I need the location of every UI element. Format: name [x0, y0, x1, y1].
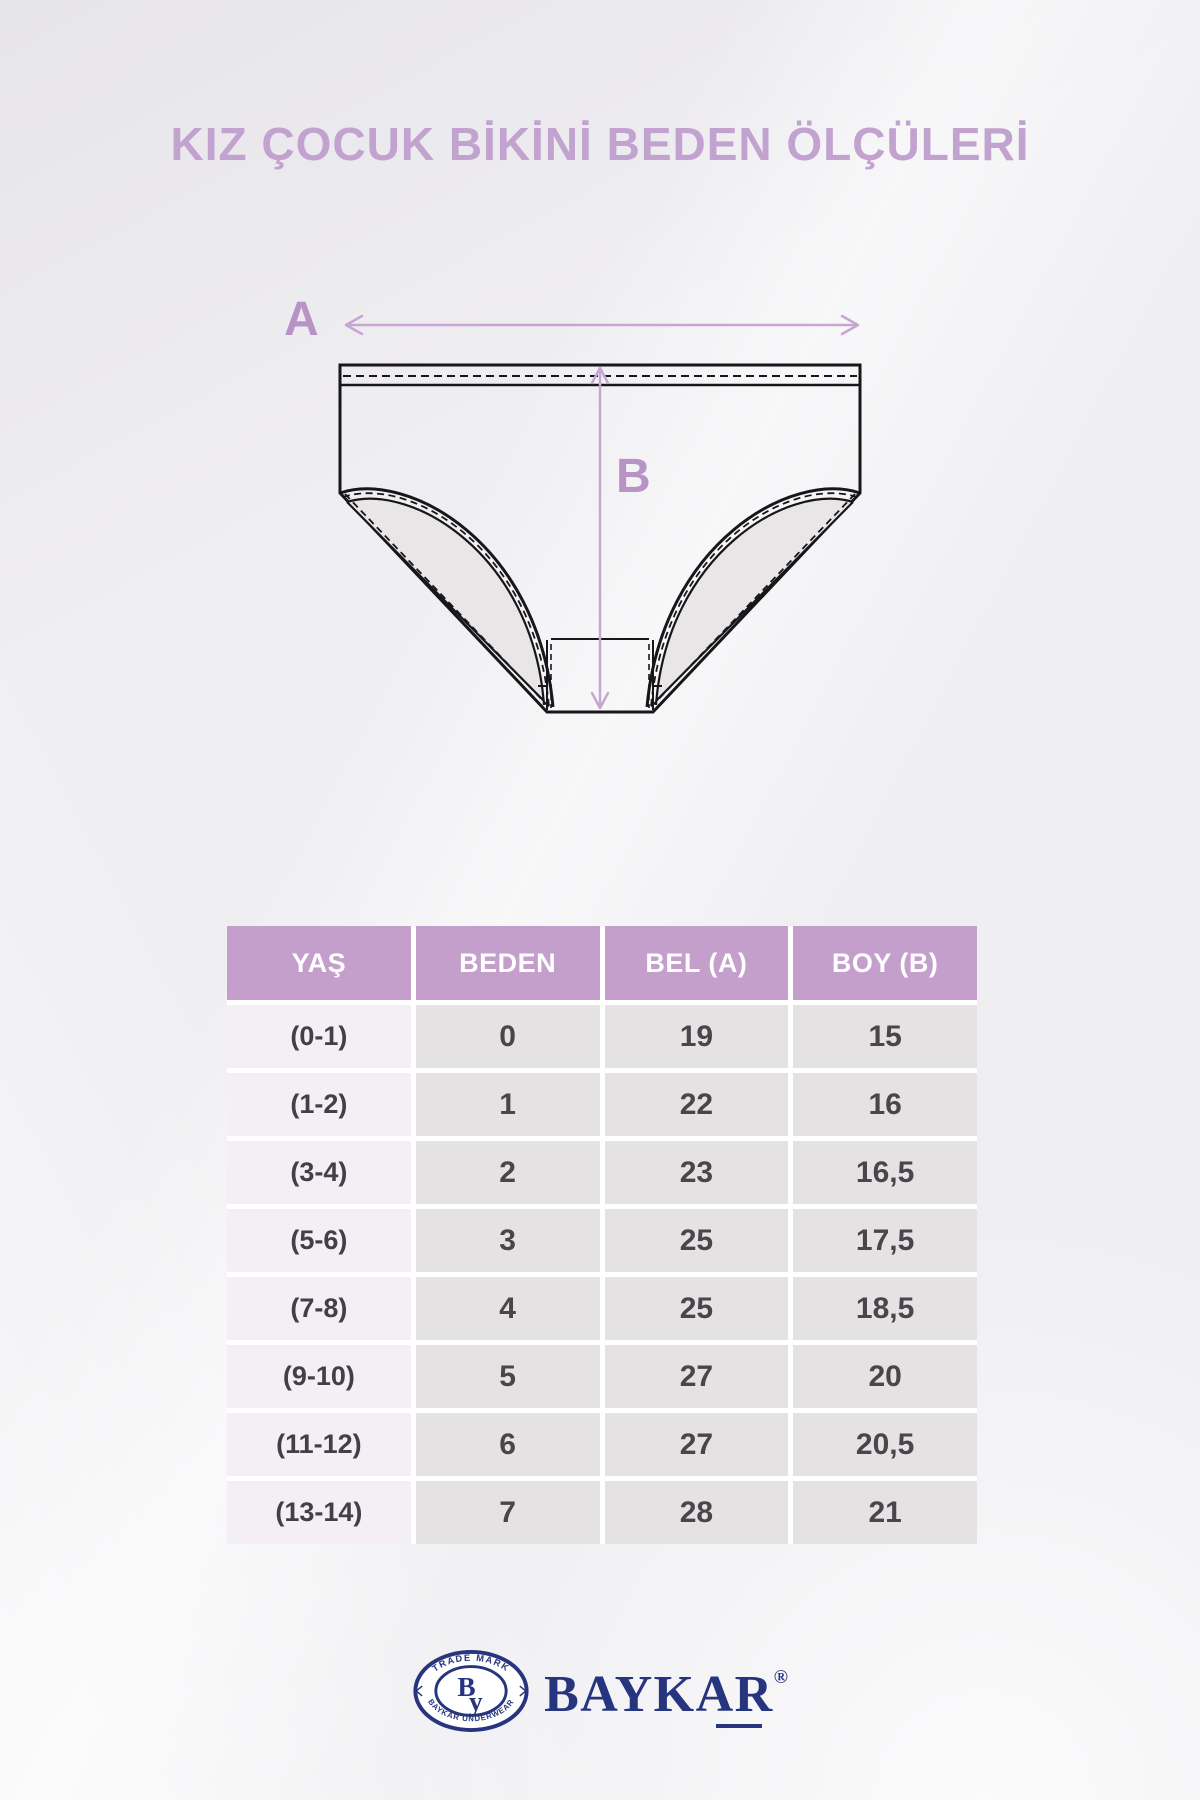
value-cell: 20 [793, 1345, 977, 1408]
value-cell: 22 [604, 1073, 789, 1136]
value-cell: 16 [793, 1073, 977, 1136]
value-cell: 19 [604, 1005, 789, 1068]
value-cell: 15 [793, 1005, 977, 1068]
value-cell: 21 [793, 1481, 977, 1544]
size-diagram: A B [284, 293, 862, 714]
value-cell: 25 [604, 1277, 789, 1340]
value-cell: 6 [415, 1413, 600, 1476]
value-cell: 2 [415, 1141, 600, 1204]
wordmark-underline [715, 1723, 762, 1728]
emblem-right-mark-icon [519, 1685, 527, 1697]
value-cell: 3 [415, 1209, 600, 1272]
brand-logo: TRADE MARK BAYKAR UNDERWEAR B y BAYKAR® [0, 1650, 1200, 1732]
value-cell: 27 [604, 1345, 789, 1408]
age-cell: (7-8) [227, 1277, 411, 1340]
value-cell: 27 [604, 1413, 789, 1476]
height-label: B [616, 450, 651, 503]
width-arrow [344, 314, 860, 336]
value-cell: 17,5 [793, 1209, 977, 1272]
baykar-emblem-icon: TRADE MARK BAYKAR UNDERWEAR B y [413, 1650, 529, 1732]
value-cell: 7 [415, 1481, 600, 1544]
value-cell: 5 [415, 1345, 600, 1408]
age-cell: (1-2) [227, 1073, 411, 1136]
size-table: YAŞ BEDEN BEL (A) BOY (B) (0-1) 0 19 15 (1-2… [227, 926, 977, 1544]
value-cell: 0 [415, 1005, 600, 1068]
value-cell: 23 [604, 1141, 789, 1204]
column-header-waist: BEL (A) [604, 926, 789, 1000]
value-cell: 28 [604, 1481, 789, 1544]
age-cell: (9-10) [227, 1345, 411, 1408]
age-cell: (5-6) [227, 1209, 411, 1272]
brand-wordmark: BAYKAR® [544, 1662, 788, 1728]
wordmark-text: BAYKAR [544, 1665, 774, 1723]
value-cell: 1 [415, 1073, 600, 1136]
registered-mark: ® [773, 1666, 788, 1688]
width-label: A [284, 293, 319, 346]
value-cell: 20,5 [793, 1413, 977, 1476]
value-cell: 25 [604, 1209, 789, 1272]
column-header-height: BOY (B) [793, 926, 977, 1000]
column-header-age: YAŞ [227, 926, 411, 1000]
leg-opening [339, 487, 555, 710]
age-cell: (13-14) [227, 1481, 411, 1544]
page-title: KIZ ÇOCUK BİKİNİ BEDEN ÖLÇÜLERİ [170, 117, 1030, 170]
value-cell: 4 [415, 1277, 600, 1340]
age-cell: (0-1) [227, 1005, 411, 1068]
age-cell: (3-4) [227, 1141, 411, 1204]
value-cell: 16,5 [793, 1141, 977, 1204]
column-header-size: BEDEN [415, 926, 600, 1000]
value-cell: 18,5 [793, 1277, 977, 1340]
emblem-left-mark-icon [415, 1685, 423, 1697]
monogram-y: y [469, 1687, 483, 1717]
monogram-b: B [457, 1672, 475, 1702]
age-cell: (11-12) [227, 1413, 411, 1476]
height-arrow [590, 366, 610, 710]
